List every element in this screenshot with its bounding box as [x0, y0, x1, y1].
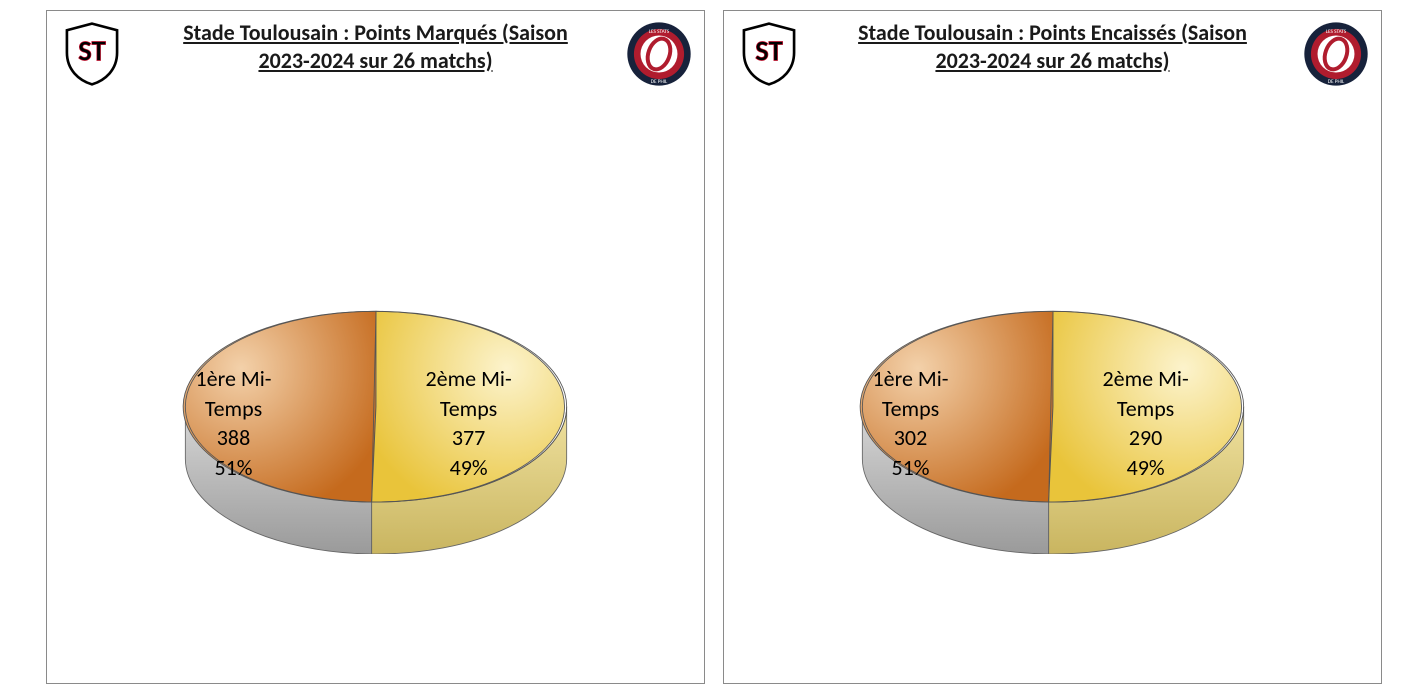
- pie-3d: 1ère Mi-Temps 302 51% 2ème Mi-Temps 290 …: [813, 294, 1293, 554]
- panel-header: ST Stade Toulousain : Points Encaissés (…: [734, 19, 1371, 74]
- slice-label-1: 1ère Mi-Temps 388 51%: [196, 364, 272, 483]
- slice-1-name: 1ère Mi-Temps: [873, 365, 949, 422]
- panel-points-encaisses: ST Stade Toulousain : Points Encaissés (…: [723, 10, 1382, 684]
- slice-1-name: 1ère Mi-Temps: [196, 365, 272, 422]
- pie-3d: 1ère Mi-Temps 388 51% 2ème Mi-Temps 377 …: [136, 294, 616, 554]
- slice-2-name: 2ème Mi-Temps: [426, 365, 512, 422]
- slice-2-value: 290: [1129, 424, 1162, 451]
- slice-label-2: 2ème Mi-Temps 290 49%: [1103, 364, 1189, 483]
- panel-title: Stade Toulousain : Points Marqués (Saiso…: [183, 19, 568, 74]
- svg-text:DE PHIL: DE PHIL: [1328, 79, 1345, 85]
- slice-1-value: 302: [894, 424, 927, 451]
- svg-text:ST: ST: [78, 33, 106, 69]
- slice-1-percent: 51%: [214, 454, 252, 481]
- title-line-1: Stade Toulousain : Points Encaissés (Sai…: [858, 19, 1247, 46]
- slice-2-percent: 49%: [1127, 454, 1165, 481]
- svg-text:DE PHIL: DE PHIL: [651, 79, 668, 85]
- title-line-2: 2023-2024 sur 26 matchs): [258, 47, 492, 74]
- title-line-1: Stade Toulousain : Points Marqués (Saiso…: [183, 19, 568, 46]
- panel-title: Stade Toulousain : Points Encaissés (Sai…: [858, 19, 1247, 74]
- svg-text:ST: ST: [755, 33, 783, 69]
- coin-logo-icon: LES STATS DE PHIL: [626, 21, 692, 87]
- panel-points-marques: ST Stade Toulousain : Points Marqués (Sa…: [46, 10, 705, 684]
- shield-logo-icon: ST: [59, 21, 125, 87]
- pie-chart-encaisses: 1ère Mi-Temps 302 51% 2ème Mi-Temps 290 …: [734, 94, 1371, 614]
- pie-chart-marques: 1ère Mi-Temps 388 51% 2ème Mi-Temps 377 …: [57, 94, 694, 614]
- panel-header: ST Stade Toulousain : Points Marqués (Sa…: [57, 19, 694, 74]
- panels-row: ST Stade Toulousain : Points Marqués (Sa…: [46, 10, 1382, 684]
- slice-1-value: 388: [217, 424, 250, 451]
- title-line-2: 2023-2024 sur 26 matchs): [935, 47, 1169, 74]
- coin-logo-icon: LES STATS DE PHIL: [1303, 21, 1369, 87]
- slice-2-name: 2ème Mi-Temps: [1103, 365, 1189, 422]
- slice-label-2: 2ème Mi-Temps 377 49%: [426, 364, 512, 483]
- svg-text:LES STATS: LES STATS: [1326, 29, 1347, 35]
- slice-2-value: 377: [452, 424, 485, 451]
- svg-text:LES STATS: LES STATS: [649, 29, 670, 35]
- shield-logo-icon: ST: [736, 21, 802, 87]
- slice-label-1: 1ère Mi-Temps 302 51%: [873, 364, 949, 483]
- slice-2-percent: 49%: [450, 454, 488, 481]
- slice-1-percent: 51%: [891, 454, 929, 481]
